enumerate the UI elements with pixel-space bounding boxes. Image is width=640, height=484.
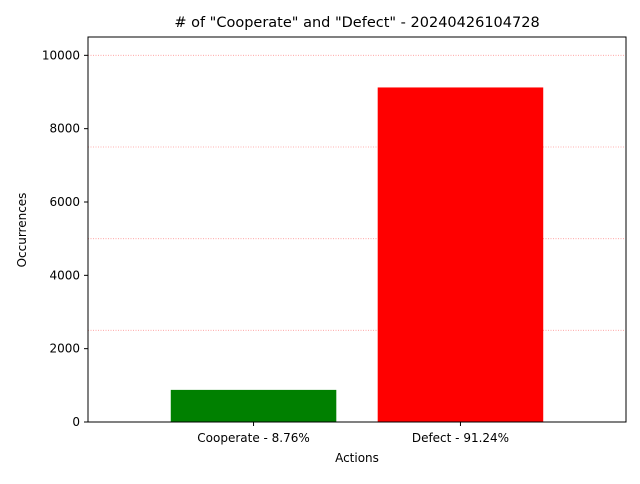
y-tick-label: 0: [72, 415, 80, 429]
x-tick-label: Cooperate - 8.76%: [197, 431, 310, 445]
bar: [377, 87, 544, 422]
bar: [170, 389, 337, 422]
axes: [87, 36, 627, 423]
chart-title: # of "Cooperate" and "Defect" - 20240426…: [174, 15, 539, 31]
y-tick-label: 8000: [49, 122, 80, 136]
x-tick-label: Defect - 91.24%: [412, 431, 509, 445]
y-tick-label: 4000: [49, 268, 80, 282]
plot-frame: [87, 36, 627, 423]
y-tick-label: 2000: [49, 342, 80, 356]
bars: [170, 87, 544, 422]
y-tick-label: 10000: [42, 48, 80, 62]
ticks: 0 2000 4000 6000 8000 10000 Cooperate - 8.76% D…: [42, 48, 509, 445]
y-tick-label: 6000: [49, 195, 80, 209]
x-axis-label: Actions: [335, 451, 379, 465]
y-axis-label: Occurrences: [15, 193, 29, 268]
grid-lines: [88, 54, 626, 331]
